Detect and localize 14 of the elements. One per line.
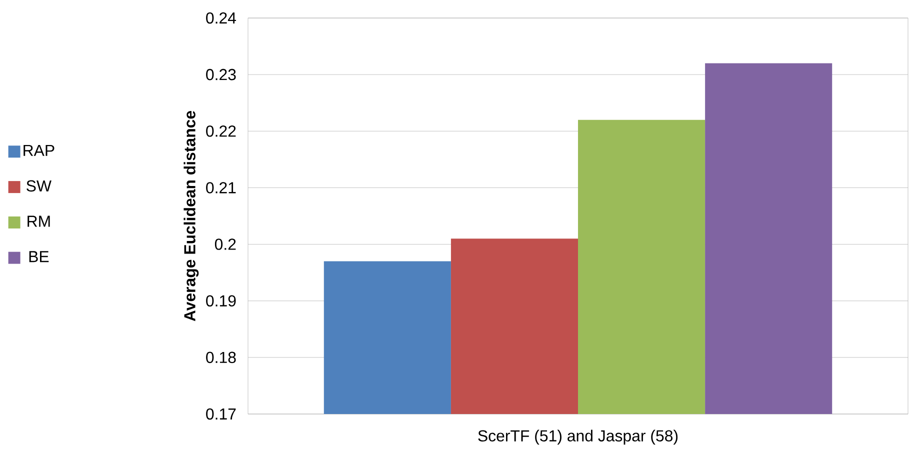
y-tick-label: 0.17 — [206, 408, 236, 420]
legend-label: RAP — [24, 144, 54, 156]
y-tick-label: 0.23 — [206, 68, 236, 80]
y-tick-label: 0.2 — [214, 238, 236, 250]
y-axis-title: Average Euclidean distance — [184, 111, 199, 322]
y-tick-label: 0.18 — [206, 352, 236, 364]
y-tick-label: 0.19 — [206, 295, 236, 306]
legend-label: BE — [29, 251, 49, 262]
legend-label: RM — [28, 216, 50, 227]
y-tick-label: 0.22 — [206, 126, 236, 137]
legend-label: SW — [26, 180, 52, 192]
y-tick-label: 0.24 — [206, 12, 236, 24]
x-tick-label: ScerTF (51) and Jaspar (58) — [478, 430, 678, 445]
y-tick-label: 0.21 — [206, 182, 236, 194]
